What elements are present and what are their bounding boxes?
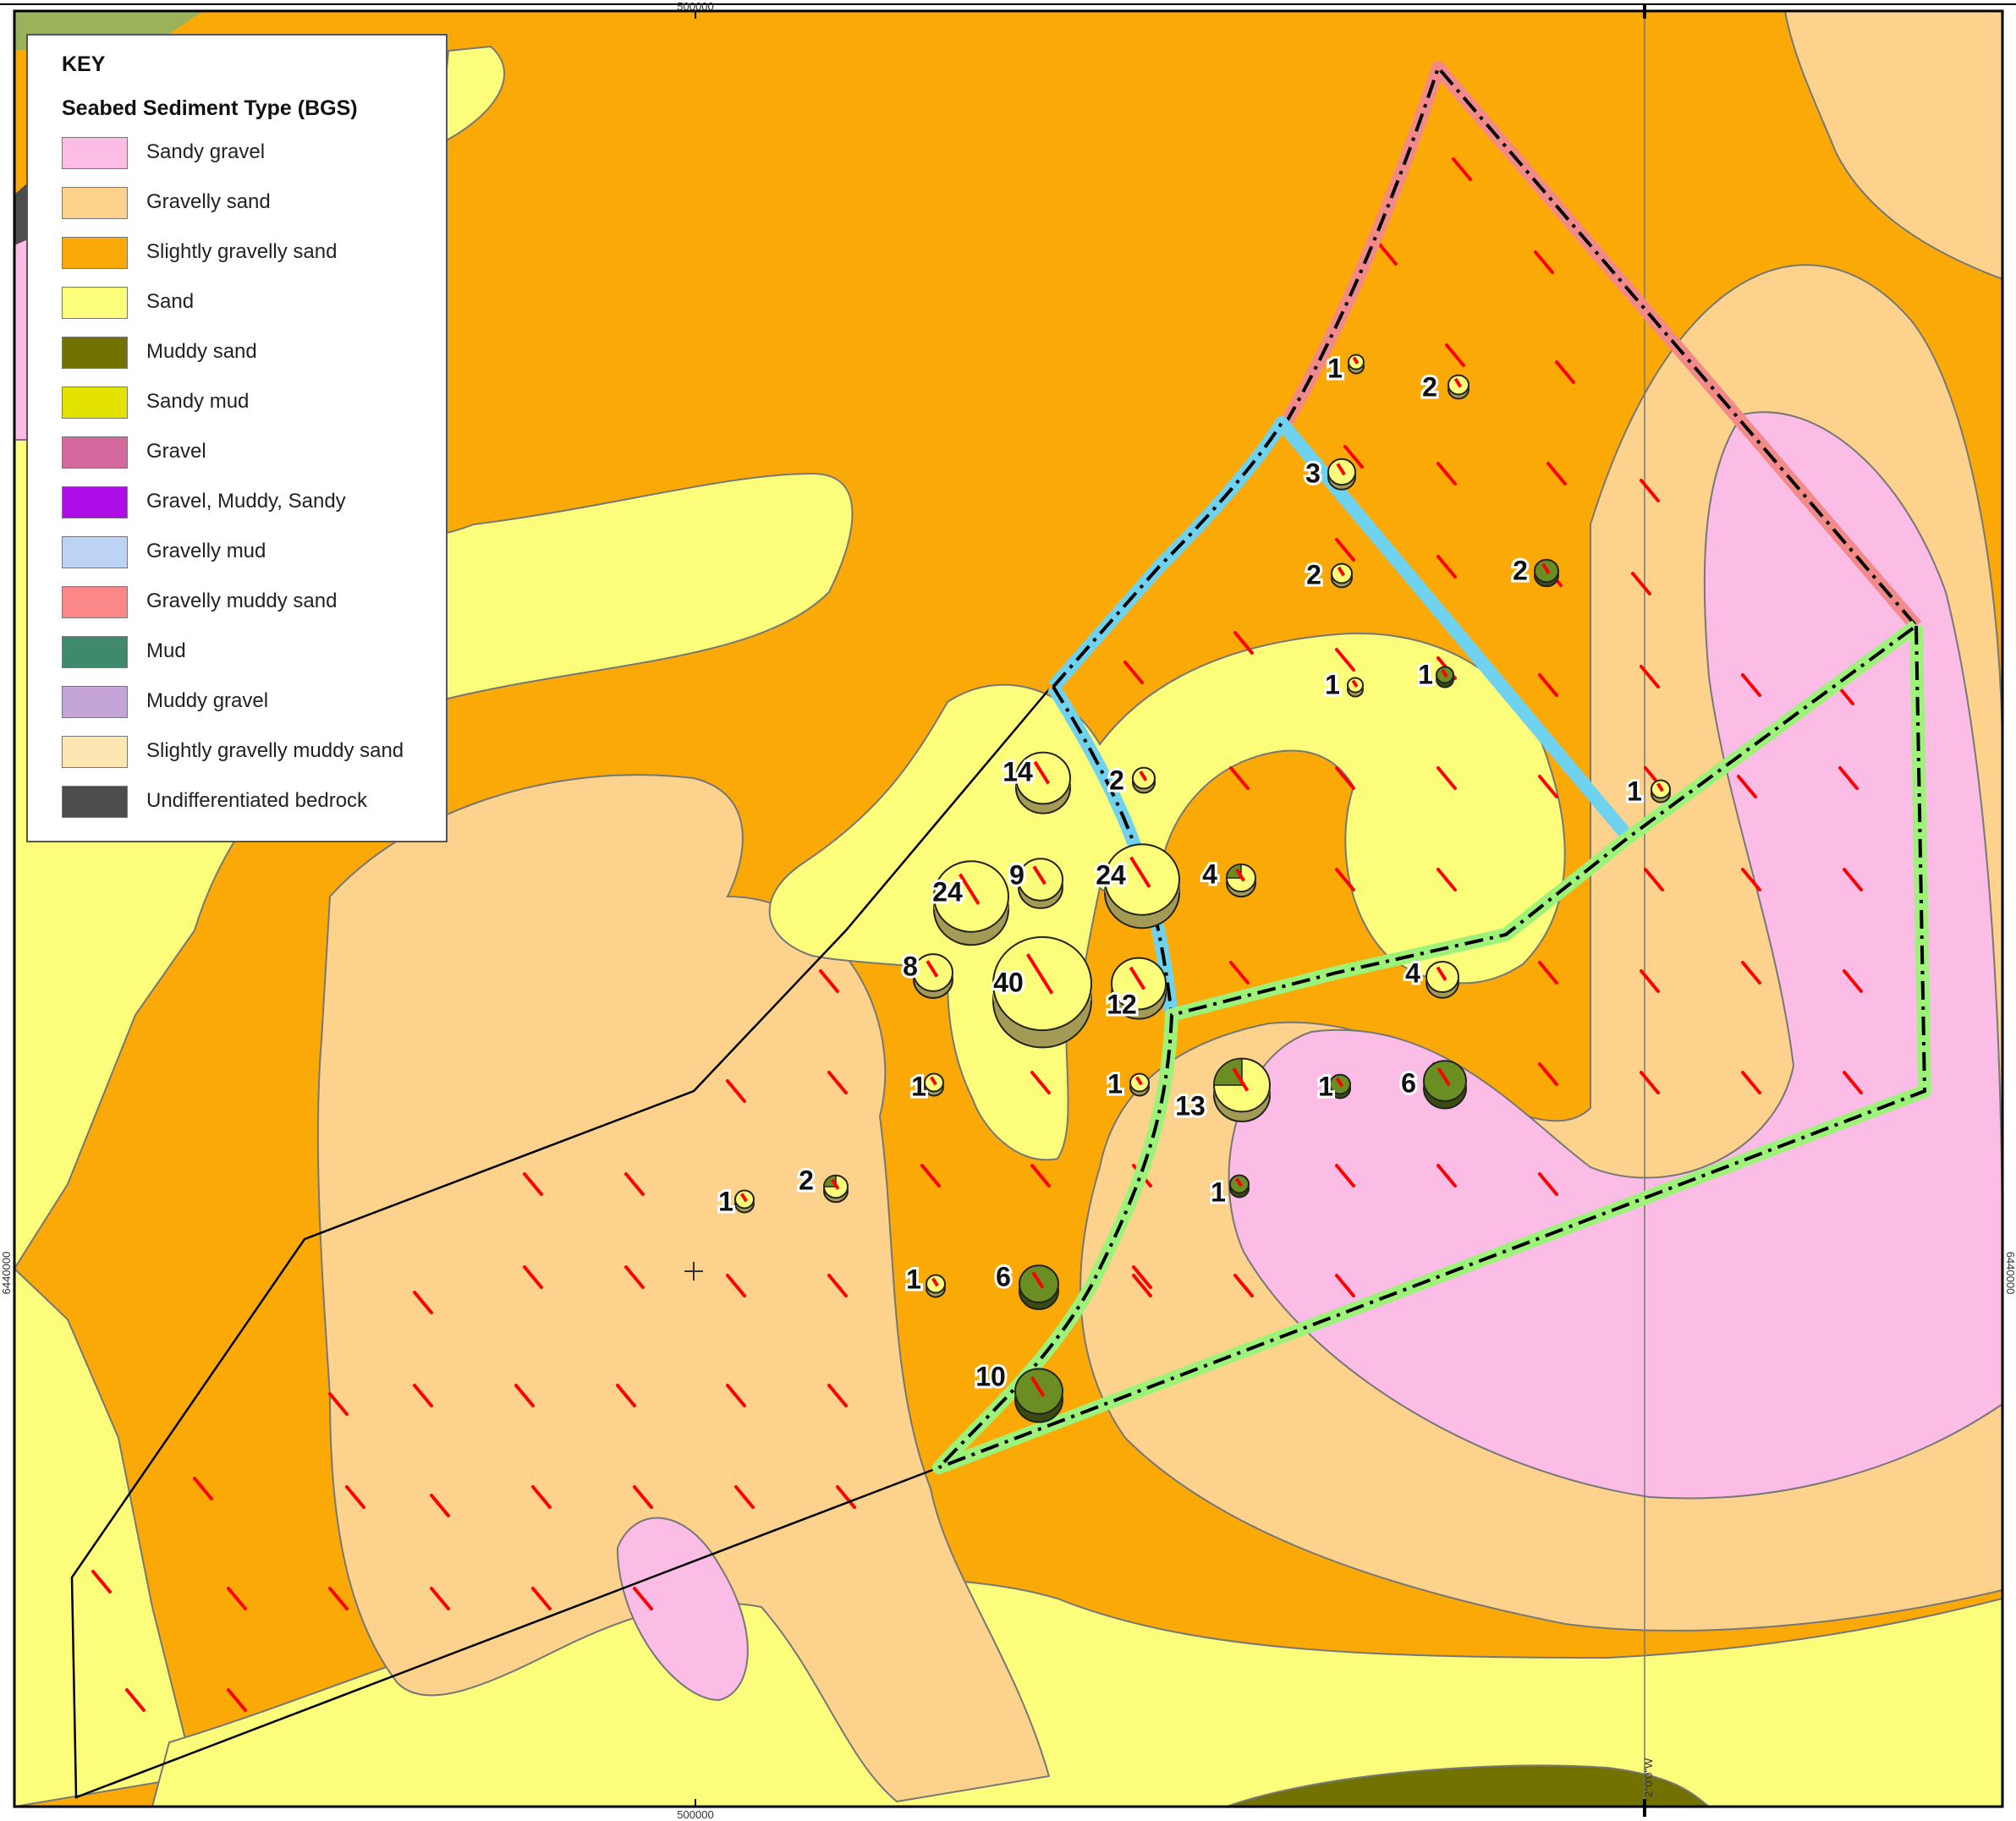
legend-title: KEY	[62, 52, 105, 77]
sample-count-label: 6	[1401, 1067, 1416, 1098]
legend-label: Gravelly sand	[146, 190, 271, 214]
sample-count-label: 6	[996, 1261, 1011, 1292]
sample-count-label: 1	[1107, 1068, 1123, 1099]
legend-item: Slightly gravelly muddy sand	[62, 736, 434, 771]
sediment-gravelly-mud-edge	[0, 1687, 14, 1725]
legend-item: Undifferentiated bedrock	[62, 786, 434, 821]
sample-count-label: 4	[1202, 858, 1217, 889]
legend-label: Gravel, Muddy, Sandy	[146, 490, 346, 513]
legend-swatch	[62, 436, 128, 469]
legend-swatch	[62, 187, 128, 219]
legend-swatch	[62, 137, 128, 169]
legend-item: Gravelly sand	[62, 187, 434, 222]
sample-count-label: 2	[1109, 765, 1124, 795]
sample-count-label: 40	[993, 967, 1024, 997]
sample-count-label: 24	[1096, 859, 1126, 890]
legend-label: Sandy mud	[146, 390, 249, 414]
sample-count-label: 1	[1211, 1177, 1226, 1207]
sample-count-label: 1	[718, 1186, 733, 1216]
sample-count-label: 2	[1513, 555, 1528, 585]
sample-count-label: 1	[1327, 353, 1343, 383]
legend-item: Gravelly mud	[62, 536, 434, 572]
legend-subtitle: Seabed Sediment Type (BGS)	[62, 96, 358, 121]
legend-item: Gravel, Muddy, Sandy	[62, 486, 434, 522]
easting-label-bottom: 500000	[677, 1808, 713, 1821]
sample-count-label: 14	[1003, 756, 1033, 787]
northing-label-left: 6440000	[0, 1252, 13, 1295]
sample-count-label: 13	[1175, 1090, 1206, 1121]
sample-count-label: 2	[1422, 371, 1437, 402]
sample-count-label: 1	[906, 1264, 921, 1294]
legend-label: Undifferentiated bedrock	[146, 789, 367, 813]
legend-item: Slightly gravelly sand	[62, 237, 434, 272]
legend-item: Sandy mud	[62, 387, 434, 422]
legend-swatch	[62, 486, 128, 518]
legend-label: Muddy sand	[146, 340, 257, 364]
sample-pie: 40	[993, 937, 1091, 1048]
sample-count-label: 24	[932, 876, 963, 907]
sample-count-label: 1	[1318, 1071, 1333, 1101]
legend-swatch	[62, 636, 128, 668]
legend-swatch	[62, 237, 128, 269]
sediment-gravelly-mud-edge-east	[2002, 1594, 2016, 1620]
legend-label: Sandy gravel	[146, 140, 265, 164]
legend-label: Sand	[146, 290, 194, 314]
legend-label: Slightly gravelly sand	[146, 240, 337, 264]
legend-item: Gravel	[62, 436, 434, 472]
sample-count-label: 2	[799, 1165, 814, 1195]
legend-label: Gravelly mud	[146, 540, 266, 563]
sample-count-label: 4	[1405, 957, 1420, 988]
sample-count-label: 10	[975, 1361, 1006, 1391]
sample-count-label: 2	[1306, 559, 1321, 590]
legend-item: Muddy gravel	[62, 686, 434, 721]
map-legend: KEY Seabed Sediment Type (BGS) Sandy gra…	[26, 34, 448, 842]
sample-count-label: 1	[1325, 669, 1340, 699]
legend-swatch	[62, 786, 128, 818]
legend-swatch	[62, 536, 128, 568]
sediment-sandy-mud-edge-east	[2002, 1620, 2016, 1654]
easting-label-top: 500000	[677, 0, 713, 13]
legend-item: Muddy sand	[62, 337, 434, 372]
sample-count-label: 1	[911, 1071, 926, 1101]
legend-item: Mud	[62, 636, 434, 672]
legend-swatch	[62, 287, 128, 319]
legend-label: Slightly gravelly muddy sand	[146, 739, 404, 763]
legend-item: Gravelly muddy sand	[62, 586, 434, 622]
sample-count-label: 3	[1305, 458, 1321, 488]
legend-swatch	[62, 736, 128, 768]
legend-item: Sand	[62, 287, 434, 322]
legend-label: Gravel	[146, 440, 206, 463]
legend-label: Muddy gravel	[146, 689, 268, 713]
legend-item: Sandy gravel	[62, 137, 434, 173]
meridian-label: 2°0'0"W	[1642, 1758, 1655, 1797]
northing-label-right: 6440000	[2004, 1252, 2016, 1295]
sample-pie: 24	[932, 861, 1008, 945]
sample-pie: 1	[1318, 1071, 1350, 1101]
sample-count-label: 9	[1009, 859, 1024, 890]
sample-count-label: 1	[1418, 659, 1433, 689]
legend-swatch	[62, 586, 128, 618]
sample-count-label: 12	[1107, 989, 1137, 1019]
sediment-sandy-mud-edge	[0, 1649, 14, 1687]
legend-label: Gravelly muddy sand	[146, 590, 337, 613]
legend-swatch	[62, 387, 128, 419]
legend-swatch	[62, 686, 128, 718]
sample-count-label: 8	[903, 951, 918, 981]
legend-swatch	[62, 337, 128, 369]
sample-count-label: 1	[1627, 776, 1642, 806]
legend-label: Mud	[146, 639, 186, 663]
